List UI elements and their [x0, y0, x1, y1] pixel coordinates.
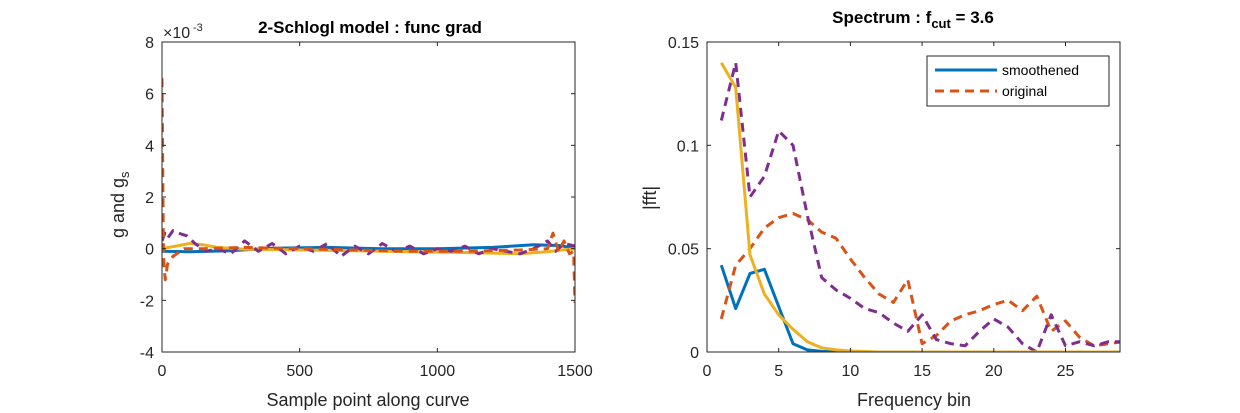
left-y-tick-label: 0: [145, 242, 154, 259]
left-y-tick-label: 4: [145, 138, 154, 155]
left-chart-ticks: 0 500 1000 1500 -4 -2 0 2 4 6 8: [140, 35, 593, 380]
right-chart-ticks: 0 5 10 15 20 25 0 0.05 0.1 0.15: [668, 35, 1120, 380]
right-x-tick-label: 0: [703, 363, 712, 380]
left-chart: 0 500 1000 1500 -4 -2 0 2 4 6 8 ×10 -3 2-Schlogl m…: [108, 18, 593, 410]
right-chart: 0 5 10 15 20 25 0 0.05 0.1 0.15 Spectrum : fcut =…: [640, 8, 1121, 410]
right-y-tick-label: 0.1: [677, 138, 699, 155]
right-y-tick-label: 0: [690, 345, 699, 362]
left-x-axis-label: Sample point along curve: [266, 390, 469, 410]
right-x-axis-label: Frequency bin: [857, 390, 971, 410]
right-title-main: Spectrum : f: [832, 8, 932, 27]
legend-label-original: original: [1002, 83, 1047, 99]
legend: smoothened original: [926, 55, 1110, 107]
left-x-tick-label: 1500: [557, 363, 593, 380]
left-x-tick-label: 0: [158, 363, 167, 380]
left-y-tick-label: -2: [140, 293, 154, 310]
right-x-tick-label: 25: [1057, 363, 1075, 380]
left-x-tick-label: 1000: [420, 363, 456, 380]
right-y-tick-label: 0.15: [668, 35, 699, 52]
left-y-tick-label: 8: [145, 35, 154, 52]
right-x-tick-label: 15: [913, 363, 931, 380]
left-exponent-base: ×10: [163, 25, 190, 42]
right-x-tick-label: 5: [774, 363, 783, 380]
right-title-suffix: = 3.6: [951, 8, 994, 27]
right-series-line-4: [720, 61, 1120, 352]
left-y-tick-label: 6: [145, 87, 154, 104]
right-plot-area: [706, 41, 1121, 353]
right-chart-series: [719, 61, 1120, 352]
legend-box: [926, 55, 1110, 107]
left-series-line-3: [162, 229, 575, 258]
right-series-line-3: [719, 61, 1120, 352]
left-chart-series: [162, 78, 575, 303]
left-chart-title: 2-Schlogl model : func grad: [258, 18, 482, 37]
right-x-tick-label: 20: [985, 363, 1003, 380]
left-y-axis-label-sub: s: [117, 171, 132, 178]
right-x-tick-label: 10: [842, 363, 860, 380]
left-x-tick-label: 500: [286, 363, 313, 380]
left-y-axis-label: g and gs: [108, 171, 132, 238]
left-y-tick-label: 2: [145, 190, 154, 207]
right-y-axis-label: |fft|: [640, 186, 660, 210]
left-series-line-1: [162, 243, 575, 254]
left-series-line-4: [162, 78, 575, 303]
legend-label-smoothened: smoothened: [1002, 62, 1079, 78]
right-y-tick-label: 0.05: [668, 242, 699, 259]
left-exponent: -3: [193, 22, 203, 34]
right-title-sub: cut: [931, 16, 951, 31]
left-y-tick-label: -4: [140, 345, 154, 362]
right-chart-title: Spectrum : fcut = 3.6: [832, 8, 994, 31]
left-y-axis-label-main: g and g: [108, 178, 128, 238]
